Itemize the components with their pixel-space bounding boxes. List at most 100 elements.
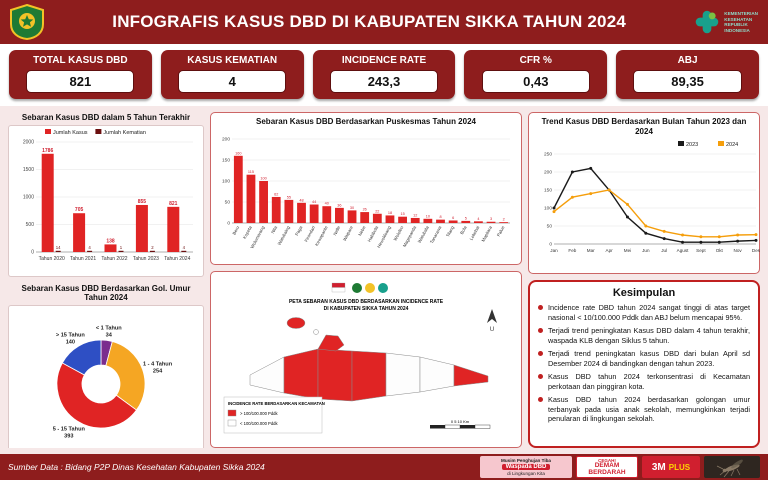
ministry-name: KEMENTERIAN KESEHATAN REPUBLIK INDONESIA [724,11,758,33]
svg-text:250: 250 [544,152,552,158]
svg-text:Agust: Agust [677,248,689,253]
svg-text:Tahun 2022: Tahun 2022 [101,256,127,262]
svg-text:Tahun 2023: Tahun 2023 [133,256,159,262]
svg-text:18: 18 [388,211,392,215]
svg-text:Apr: Apr [606,248,614,253]
svg-text:10: 10 [426,214,430,218]
district-logo-icon [365,283,375,294]
kesimpulan-bullet: Kasus DBD tahun 2024 berdasarkan golonga… [538,395,750,423]
map-scale-bar: 0 5 10 Km [430,419,491,429]
svg-text:Jun: Jun [642,248,650,253]
svg-text:Magepanda: Magepanda [402,224,418,247]
svg-text:Feb: Feb [568,248,576,253]
svg-text:15: 15 [400,212,404,216]
svg-text:5 - 15 Tahun: 5 - 15 Tahun [53,426,86,432]
svg-text:393: 393 [64,433,73,439]
bullet-text: Terjadi trend peningkatan kasus DBD dari… [548,349,750,368]
svg-text:> 15 Tahun: > 15 Tahun [56,332,86,338]
sikka-districts-shape [249,317,489,402]
right-column: Trend Kasus DBD Berdasarkan Bulan Tahun … [528,112,760,448]
svg-text:855: 855 [138,199,147,205]
campaign-banners: Musim Penghujan Tiba Waspada DBD di Ling… [480,456,760,478]
svg-text:8: 8 [439,215,441,219]
svg-text:140: 140 [66,339,75,345]
palue-island-shape [286,317,306,330]
svg-text:50: 50 [225,199,231,205]
footer: Sumber Data : Bidang P2P Dinas Kesehatan… [0,454,768,480]
svg-text:3: 3 [490,217,492,221]
kesimpulan-bullet: Terjadi trend peningkatan Kasus DBD dala… [538,326,750,345]
svg-text:Mapitara: Mapitara [480,224,493,242]
banner-text: BERDARAH [588,468,626,476]
health-logo-icon [378,283,388,294]
svg-text:55: 55 [287,195,291,199]
age-donut-block: Sebaran Kasus DBD Berdasarkan Gol. Umur … [8,283,204,448]
svg-text:Habibola: Habibola [367,224,380,242]
svg-text:Tilang: Tilang [445,224,455,237]
chart-title: Sebaran Kasus DBD Berdasarkan Gol. Umur … [21,283,191,303]
svg-text:160: 160 [235,151,241,155]
svg-text:0: 0 [31,249,34,255]
svg-text:0: 0 [549,242,552,248]
middle-column: Sebaran Kasus DBD Berdasarkan Puskesmas … [210,112,522,448]
bullet-dot-icon [538,374,543,380]
svg-text:Tahun 2024: Tahun 2024 [164,256,190,262]
ministry-line: INDONESIA [724,27,750,33]
five-year-bar-chart: Jumlah Kasus Jumlah Kematian 0 500 1000 1500 2… [8,124,204,277]
svg-text:34: 34 [106,332,113,338]
trend-chart-panel: Trend Kasus DBD Berdasarkan Bulan Tahun … [528,112,760,275]
kesimpulan-title: Kesimpulan [612,287,676,300]
svg-text:821: 821 [169,200,178,206]
map-title: DI KABUPATEN SIKKA TAHUN 2024 [324,306,409,312]
svg-text:Kewapante: Kewapante [314,224,329,246]
kesimpulan-bullet: Incidence rate DBD tahun 2024 sangat tin… [538,303,750,322]
svg-text:6: 6 [452,216,454,220]
stat-value: 821 [26,70,135,93]
svg-text:Bola: Bola [459,224,468,235]
mosquito-photo [704,456,760,478]
cegah-demam-berdarah-banner: CEGAH! DEMAM BERDARAH [576,456,638,478]
svg-text:100: 100 [544,206,552,212]
svg-text:2023: 2023 [686,142,698,148]
svg-text:Feondari: Feondari [303,225,316,243]
legend-label: > 100/100.000 Pddk [240,411,279,416]
map-title: PETA SEBARAN KASUS DBD BERDASARKAN INCID… [289,299,444,305]
kemenkes-logo-icon [696,10,719,34]
svg-text:1 - 4 Tahun: 1 - 4 Tahun [143,362,173,368]
stat-value: 0,43 [481,70,590,93]
svg-text:115: 115 [248,170,254,174]
svg-text:500: 500 [26,222,35,228]
stat-label: ABJ [677,55,698,66]
stat-label: KASUS KEMATIAN [187,55,278,66]
ministry-line: KEMENTERIAN [724,11,758,16]
svg-text:4: 4 [477,216,479,220]
svg-text:30: 30 [350,205,354,209]
svg-text:0: 0 [227,220,230,226]
svg-text:100: 100 [260,176,266,180]
kesimpulan-bullet: Kasus DBD tahun 2024 terkonsentrasi di K… [538,372,750,391]
stat-value: 4 [178,70,287,93]
svg-text:14: 14 [56,244,61,249]
header: INFOGRAFIS KASUS DBD DI KABUPATEN SIKKA … [0,0,768,44]
svg-text:Palue: Palue [496,224,506,237]
svg-text:Des: Des [752,248,760,253]
waspada-dbd-banner: Musim Penghujan Tiba Waspada DBD di Ling… [480,456,572,478]
svg-text:Jumlah Kasus: Jumlah Kasus [53,129,88,135]
puskesmas-bar-chart: 0 50 100 150 200 160 Beru 115 Kopeta 100 Wolomaran… [214,129,518,261]
bullet-dot-icon [538,351,543,357]
svg-text:Jan: Jan [550,248,558,253]
svg-text:0 5 10 Km: 0 5 10 Km [451,419,470,424]
indonesia-flag-icon [331,283,346,288]
svg-text:Mei: Mei [624,248,631,253]
banner-text: Musim Penghujan Tiba [501,458,551,463]
svg-text:62: 62 [274,192,278,196]
bullet-text: Kasus DBD tahun 2024 terkonsentrasi di K… [548,372,750,391]
svg-text:Nov: Nov [734,248,743,253]
svg-text:26: 26 [363,207,367,211]
svg-text:100: 100 [222,178,230,184]
banner-text: Waspada DBD [501,464,551,470]
stat-card-cfr: CFR % 0,43 [464,50,608,99]
svg-text:4: 4 [88,244,91,249]
map-legend-title: INCIDENCE RATE BERDASARKAN KECAMATAN [228,401,325,406]
svg-text:Jul: Jul [661,248,667,253]
